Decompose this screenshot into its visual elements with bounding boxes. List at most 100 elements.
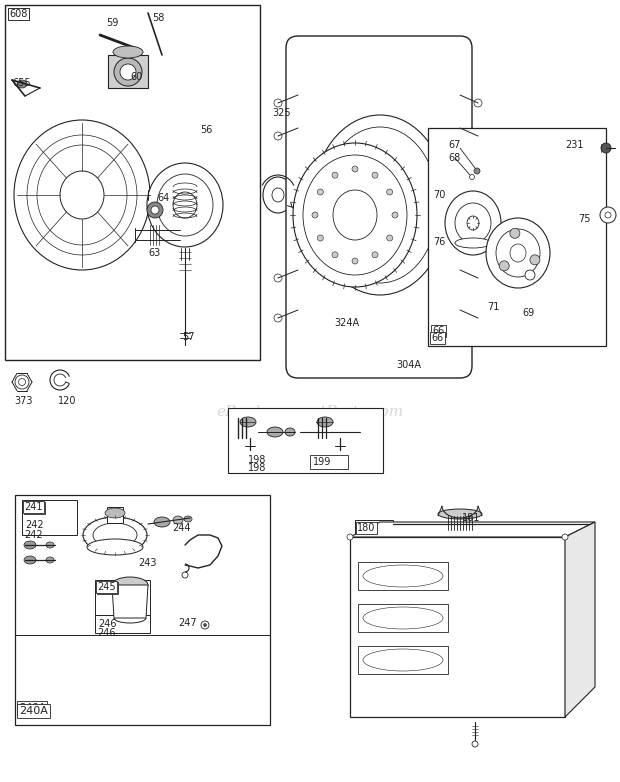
Text: 198: 198 [248,463,267,473]
Ellipse shape [496,229,540,277]
Ellipse shape [455,203,491,243]
Circle shape [474,168,480,174]
Ellipse shape [272,188,284,202]
Ellipse shape [24,541,36,549]
Ellipse shape [87,539,143,555]
Ellipse shape [285,428,295,436]
Bar [350,537,565,717]
Text: 240A: 240A [19,706,48,716]
Ellipse shape [17,80,27,88]
Circle shape [605,212,611,218]
Ellipse shape [455,238,491,248]
Ellipse shape [486,218,550,288]
Text: eReplacementParts.com: eReplacementParts.com [216,405,404,419]
Circle shape [562,534,568,540]
Circle shape [274,314,282,322]
Text: 198: 198 [248,455,267,465]
Circle shape [347,534,353,540]
Text: 67: 67 [448,140,461,150]
Bar [358,604,448,632]
Text: 66: 66 [431,333,443,343]
Circle shape [525,270,535,280]
Text: 180: 180 [358,524,376,534]
Circle shape [274,132,282,140]
Ellipse shape [24,556,36,564]
Text: 63: 63 [148,248,160,258]
Text: 655: 655 [12,78,30,88]
Text: 373: 373 [14,396,32,406]
Text: 608: 608 [9,9,27,19]
Text: 244: 244 [172,523,190,533]
Ellipse shape [83,517,147,553]
Text: 199: 199 [313,457,331,467]
Ellipse shape [46,542,54,548]
Circle shape [274,274,282,282]
Ellipse shape [154,517,170,527]
Bar [95,615,150,633]
Circle shape [499,261,509,271]
Ellipse shape [157,174,213,236]
Ellipse shape [147,202,163,218]
Text: 231: 231 [565,140,583,150]
Bar [107,507,123,523]
Text: 71: 71 [487,302,499,312]
Circle shape [601,143,611,153]
Text: 242: 242 [24,530,43,540]
Polygon shape [350,522,595,537]
Text: 325: 325 [272,108,291,118]
Circle shape [600,207,616,223]
Circle shape [114,58,142,86]
Ellipse shape [113,46,143,58]
Circle shape [372,172,378,178]
Circle shape [510,228,520,239]
Ellipse shape [46,557,54,563]
Text: 608: 608 [9,9,27,19]
Bar [355,520,393,538]
Text: 241: 241 [24,502,43,512]
Circle shape [203,623,206,626]
Text: 69: 69 [522,308,534,318]
Polygon shape [565,522,595,717]
Circle shape [474,132,482,140]
FancyBboxPatch shape [286,36,472,378]
Text: 56: 56 [200,125,213,135]
Text: 58: 58 [152,13,164,23]
Bar [428,128,606,346]
Polygon shape [112,585,148,618]
Circle shape [19,378,25,386]
Ellipse shape [116,595,144,615]
Text: 180: 180 [357,523,375,533]
Circle shape [474,274,482,282]
Bar [22,500,77,535]
Text: 57: 57 [182,332,195,342]
Circle shape [352,258,358,264]
Text: 66: 66 [432,326,445,336]
Circle shape [151,206,159,214]
Text: 241: 241 [25,503,43,513]
Ellipse shape [267,427,283,437]
Text: 75: 75 [578,214,590,224]
Text: 245: 245 [98,583,117,593]
Circle shape [317,235,324,241]
Circle shape [372,252,378,258]
Ellipse shape [322,127,438,283]
Circle shape [120,64,136,80]
Circle shape [387,235,392,241]
Text: 246: 246 [98,619,117,629]
Circle shape [469,174,474,180]
Text: 76: 76 [433,237,445,247]
Ellipse shape [438,525,482,535]
Ellipse shape [112,577,148,593]
Ellipse shape [263,177,293,213]
Ellipse shape [184,516,192,522]
Circle shape [317,189,324,195]
Circle shape [474,314,482,322]
Ellipse shape [173,516,183,524]
Text: 246: 246 [97,628,115,638]
Circle shape [332,252,338,258]
Bar [5,5,260,360]
Circle shape [530,255,540,265]
Text: 120: 120 [58,396,76,406]
Circle shape [352,166,358,172]
Text: 304A: 304A [396,360,421,370]
